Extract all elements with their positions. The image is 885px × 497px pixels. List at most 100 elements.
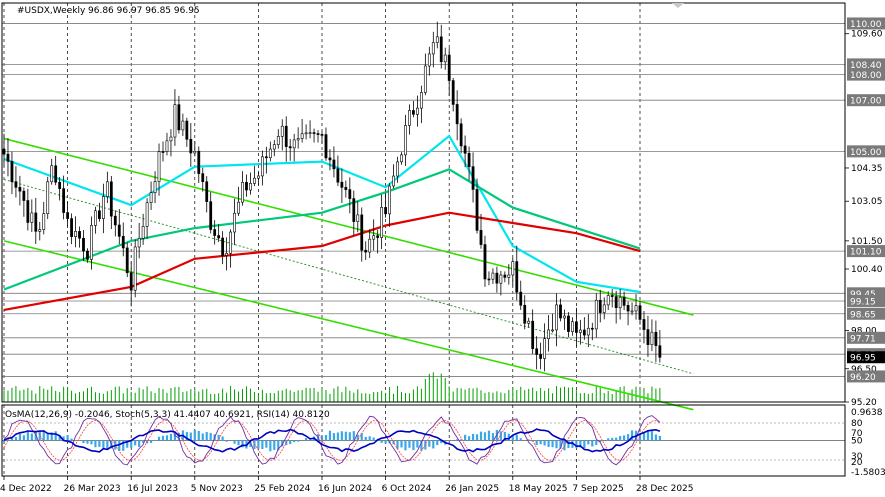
osma-bar-116	[464, 434, 467, 441]
candle-body-79	[316, 133, 320, 135]
time-axis-label-9: 7 Sep 2025	[572, 484, 623, 494]
osma-bar-43	[173, 433, 177, 441]
osma-bar-39	[157, 436, 161, 441]
stoch-signal-line	[3, 420, 661, 461]
candle-109	[435, 21, 439, 49]
osma-bar-40	[161, 435, 165, 441]
osma-bar-123	[491, 433, 495, 441]
candle-110	[439, 24, 443, 69]
candle-body-51	[205, 181, 209, 202]
osma-bar-137	[547, 440, 550, 448]
candle-body-160	[638, 305, 642, 320]
osma-bar-72	[289, 440, 292, 445]
candle-97	[388, 183, 391, 227]
candle-body-86	[344, 187, 348, 190]
candle-body-144	[575, 321, 578, 333]
candle-body-138	[551, 329, 554, 332]
candle-body-56	[225, 252, 228, 256]
osma-bar-146	[583, 440, 586, 449]
candle-body-96	[384, 207, 387, 215]
osma-bar-86	[344, 431, 347, 441]
level-tag-2: 108.00	[850, 71, 882, 81]
osma-bar-125	[499, 431, 502, 441]
osma-bar-44	[177, 432, 180, 441]
osma-bar-16	[66, 435, 69, 441]
candle-49	[197, 146, 201, 183]
osma-bar-35	[142, 440, 145, 443]
candle-164	[654, 320, 658, 362]
osma-bar-120	[479, 431, 483, 441]
osma-bar-37	[149, 440, 153, 443]
candle-body-94	[376, 235, 380, 238]
candle-11	[46, 176, 50, 220]
candle-body-69	[276, 136, 280, 145]
osma-bar-107	[428, 440, 431, 447]
osma-bar-139	[555, 440, 558, 449]
candle-118	[471, 152, 475, 203]
candle-body-84	[336, 168, 340, 183]
candle-122	[487, 271, 491, 286]
candle-127	[507, 264, 511, 285]
candle-70	[280, 119, 284, 151]
channel-line-0	[3, 137, 694, 316]
candle-16	[66, 201, 69, 227]
moving-average-0	[3, 134, 641, 294]
osma-bar-108	[432, 440, 435, 449]
candle-body-152	[606, 295, 610, 306]
candle-body-105	[419, 92, 423, 109]
candle-body-61	[245, 182, 248, 191]
candle-108	[431, 31, 435, 68]
candle-7	[30, 199, 34, 233]
candle-0	[2, 133, 6, 167]
candle-body-165	[658, 345, 662, 358]
time-axis-label-7: 26 Jan 2025	[445, 484, 499, 494]
osma-bar-54	[217, 434, 220, 441]
candle-body-111	[443, 54, 447, 63]
candle-18	[74, 216, 77, 248]
indicator-panel	[2, 415, 845, 466]
candle-65	[260, 150, 264, 186]
osma-bar-0	[2, 440, 6, 443]
osma-bar-150	[599, 440, 602, 443]
rsi-line	[3, 428, 661, 453]
candle-63	[253, 165, 256, 187]
candle-body-110	[439, 36, 443, 63]
candle-74	[296, 127, 300, 149]
level-tag-box-11	[847, 370, 885, 383]
indicator-pane-border	[1, 404, 846, 477]
candle-66	[264, 146, 268, 174]
candle-32	[129, 261, 133, 307]
candle-body-81	[324, 134, 328, 159]
candle-95	[380, 194, 384, 250]
osma-bar-160	[638, 433, 642, 441]
indicator-axis-label-3: 50	[851, 437, 863, 447]
osma-bar-56	[225, 440, 228, 442]
candle-50	[201, 167, 205, 192]
candle-45	[181, 113, 185, 136]
osma-bar-81	[324, 435, 328, 441]
osma-bar-82	[328, 430, 332, 441]
candle-body-42	[169, 136, 173, 142]
candle-body-33	[133, 246, 137, 291]
osma-bar-5	[22, 435, 25, 441]
osma-bar-89	[356, 434, 359, 441]
candle-5	[22, 187, 26, 217]
candle-91	[364, 241, 368, 261]
candle-94	[376, 229, 380, 254]
osma-bar-155	[619, 436, 622, 441]
candle-body-22	[90, 225, 93, 260]
candle-body-124	[495, 272, 499, 284]
candle-82	[328, 149, 332, 171]
candle-142	[567, 312, 570, 338]
candle-body-151	[602, 304, 606, 313]
candle-106	[423, 53, 427, 96]
candle-34	[137, 222, 141, 259]
candle-body-108	[431, 42, 435, 55]
osma-bar-158	[630, 430, 634, 441]
candle-36	[145, 198, 149, 239]
osma-bar-9	[38, 430, 41, 441]
candle-37	[149, 181, 153, 210]
current-price-label: 96.95	[850, 354, 876, 364]
candle-59	[237, 186, 240, 217]
indicator-title: OsMA(12,26,9) -0.2046, Stoch(5,3,3) 41.4…	[5, 410, 330, 420]
